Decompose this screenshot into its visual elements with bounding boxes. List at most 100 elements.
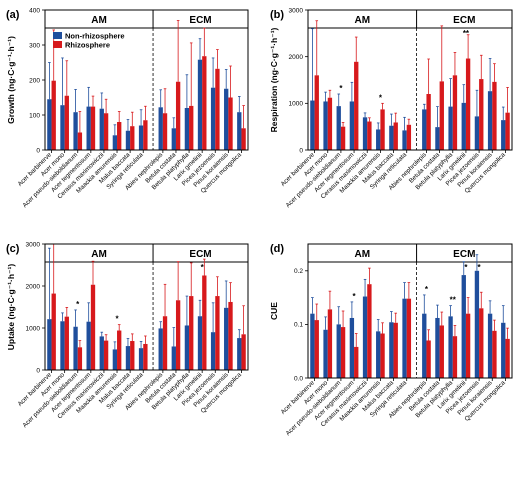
bar-rhizo — [354, 61, 359, 150]
plot-frame — [44, 243, 249, 371]
bar-nonrhizo — [461, 275, 466, 378]
bar-rhizo — [492, 330, 497, 378]
bar-rhizo — [492, 81, 497, 150]
bar-nonrhizo — [210, 332, 216, 370]
bar-nonrhizo — [402, 298, 407, 378]
y-tick-label: 3000 — [26, 241, 41, 248]
bar-nonrhizo — [323, 101, 328, 150]
y-axis-title: CUE — [269, 302, 279, 320]
bar-rhizo — [327, 309, 333, 378]
bar-nonrhizo — [336, 106, 341, 150]
bar-rhizo — [452, 75, 458, 150]
group-label-am: AM — [355, 249, 371, 260]
group-label-am: AM — [91, 15, 107, 26]
bar-rhizo — [439, 81, 444, 150]
bar-nonrhizo — [237, 112, 242, 150]
bar-rhizo — [505, 338, 510, 378]
bar-rhizo — [51, 293, 56, 370]
significance-mark: * — [76, 300, 80, 309]
panel-label: (c) — [6, 243, 20, 255]
significance-mark: * — [115, 315, 119, 324]
bar-nonrhizo — [402, 130, 407, 150]
y-tick-label: 400 — [29, 7, 40, 14]
bar-rhizo — [143, 343, 148, 370]
bar-rhizo — [64, 316, 69, 370]
bar-rhizo — [215, 68, 220, 150]
bar-nonrhizo — [389, 322, 394, 378]
bar-rhizo — [406, 124, 412, 150]
bar-nonrhizo — [461, 102, 466, 150]
bar-nonrhizo — [448, 106, 453, 150]
bar-nonrhizo — [474, 116, 480, 150]
bar-rhizo — [228, 97, 233, 150]
bar-rhizo — [215, 296, 220, 370]
group-label-ecm: ECM — [189, 249, 211, 260]
bar-nonrhizo — [362, 117, 368, 150]
bar-rhizo — [103, 113, 109, 150]
bar-nonrhizo — [171, 128, 176, 150]
bar-nonrhizo — [310, 313, 315, 378]
bar-nonrhizo — [422, 313, 427, 378]
bar-nonrhizo — [86, 321, 91, 370]
y-tick-label: 2000 — [289, 54, 304, 61]
bar-nonrhizo — [60, 105, 65, 150]
bar-nonrhizo — [158, 107, 163, 150]
bar-nonrhizo — [125, 346, 131, 370]
y-tick-label: 1000 — [289, 101, 304, 108]
bar-nonrhizo — [99, 336, 104, 370]
bar-nonrhizo — [224, 307, 229, 370]
bar-rhizo — [77, 347, 83, 370]
y-tick-label: 300 — [29, 42, 40, 49]
y-axis-title: Uptake (ng·C·g⁻¹·h⁻¹) — [6, 264, 16, 351]
significance-mark: * — [464, 263, 468, 272]
bar-nonrhizo — [224, 88, 229, 150]
bar-nonrhizo — [73, 326, 78, 370]
bar-rhizo — [465, 58, 471, 150]
bar-nonrhizo — [501, 120, 506, 150]
bar-nonrhizo — [112, 135, 118, 150]
significance-mark: * — [478, 263, 482, 272]
bar-nonrhizo — [197, 316, 203, 370]
bar-rhizo — [162, 316, 168, 370]
bar-rhizo — [77, 132, 83, 150]
bar-nonrhizo — [487, 313, 493, 378]
bar-rhizo — [189, 105, 194, 150]
bar-rhizo — [143, 120, 148, 150]
bar-rhizo — [479, 308, 484, 378]
bar-rhizo — [162, 113, 168, 150]
y-tick-label: 0 — [36, 147, 40, 154]
chart-panel-1: (a) AM ECM 0 100 200 300 400 Growth (ng·C·g⁻¹·h⁻… — [6, 7, 249, 209]
bar-rhizo — [393, 122, 398, 150]
bar-rhizo — [90, 284, 96, 370]
bar-rhizo — [367, 121, 372, 150]
bar-rhizo — [51, 80, 56, 150]
panel-label: (a) — [6, 9, 20, 21]
chart-panel-3: (c) AM ECM 0 1000 2000 3000 Uptake (ng·C·g⁻¹·h⁻… — [6, 241, 249, 429]
bar-rhizo — [426, 340, 431, 378]
bar-nonrhizo — [422, 109, 427, 150]
bar-nonrhizo — [138, 125, 144, 150]
bar-nonrhizo — [47, 319, 52, 370]
bar-rhizo — [130, 341, 135, 370]
bar-nonrhizo — [47, 99, 52, 150]
bar-nonrhizo — [184, 325, 190, 370]
panel-label: (b) — [270, 9, 284, 21]
bar-nonrhizo — [362, 296, 368, 378]
bar-nonrhizo — [435, 317, 440, 378]
group-label-am: AM — [355, 15, 371, 26]
bar-rhizo — [189, 296, 194, 370]
bar-rhizo — [367, 284, 372, 378]
legend-label: Non-rhizosphere — [65, 32, 125, 41]
y-tick-label: 3000 — [289, 7, 304, 14]
plot-frame — [44, 9, 249, 151]
bar-rhizo — [117, 330, 122, 370]
bar-rhizo — [505, 112, 510, 150]
bar-nonrhizo — [60, 321, 65, 370]
significance-mark: * — [339, 84, 343, 93]
bar-nonrhizo — [86, 106, 91, 150]
bar-nonrhizo — [474, 270, 480, 378]
panel-label: (d) — [270, 243, 284, 255]
bar-rhizo — [228, 301, 233, 370]
